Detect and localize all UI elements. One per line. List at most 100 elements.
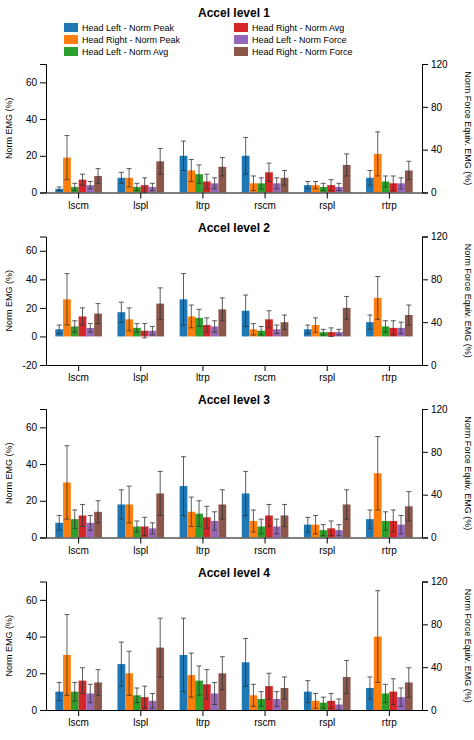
error-bar (119, 490, 124, 519)
error-bar (72, 183, 77, 190)
error-bar (158, 288, 163, 319)
series (79, 308, 398, 338)
error-bar (383, 684, 388, 702)
x-tick: ltrp (196, 538, 210, 556)
error-bar (259, 326, 264, 335)
series (55, 457, 374, 538)
error-bar (321, 697, 326, 708)
error-bar (399, 178, 404, 189)
x-tick: lscm (68, 538, 89, 556)
error-bar (88, 515, 93, 530)
series (71, 666, 390, 710)
y2-tick-mark (422, 193, 428, 194)
y-tick-mark (40, 710, 46, 711)
y-tick-label: 60 (26, 245, 38, 256)
y-tick-mark (40, 600, 46, 601)
error-bar (212, 321, 217, 332)
x-tick-mark (327, 538, 328, 544)
error-bar (344, 490, 349, 519)
panel: Accel level 2lscmlsplltrprscmrsplrtrp-20… (4, 221, 473, 384)
y-tick-mark (40, 156, 46, 157)
x-tick-mark (202, 365, 203, 371)
error-bar (266, 504, 271, 526)
y-tick-mark (40, 308, 46, 309)
y2-tick-mark (422, 624, 428, 625)
series (86, 178, 405, 193)
y2-tick-mark (422, 150, 428, 151)
error-bar (406, 668, 411, 697)
error-bar (336, 183, 341, 190)
error-bar (134, 183, 139, 190)
series (94, 148, 413, 192)
x-tick-label: lspl (133, 717, 148, 728)
error-bar (344, 296, 349, 319)
y2-tick-label: 40 (431, 144, 443, 155)
series (55, 618, 374, 710)
error-bar (96, 169, 101, 184)
y-tick-mark (40, 251, 46, 252)
y-tick-mark (40, 119, 46, 120)
x-tick-mark (389, 538, 390, 544)
series (86, 321, 405, 337)
x-tick-mark (389, 365, 390, 371)
series (63, 132, 382, 193)
error-bar (391, 510, 396, 532)
y2-tick: 0 (422, 705, 437, 716)
y-tick-label: 40 (26, 631, 38, 642)
y2-tick-mark (422, 452, 428, 453)
x-tick-label: rspl (319, 372, 335, 383)
y-tick-label: 60 (26, 77, 38, 88)
y2-tick-label: 80 (431, 102, 443, 113)
plot-area (55, 437, 412, 538)
error-bar (329, 328, 334, 337)
x-tick-mark (140, 365, 141, 371)
y-tick-mark (40, 673, 46, 674)
chart-title: Accel level 4 (198, 566, 270, 580)
error-bar (197, 309, 202, 326)
series (94, 471, 413, 537)
error-bar (383, 176, 388, 187)
error-bar (204, 174, 209, 189)
error-bar (189, 497, 194, 526)
error-bar (243, 137, 248, 174)
error-bar (158, 618, 163, 677)
error-bar (274, 692, 279, 707)
series (79, 668, 398, 710)
x-tick-mark (389, 193, 390, 199)
x-tick-mark (140, 710, 141, 716)
error-bar (274, 519, 279, 534)
series (86, 682, 405, 710)
y-tick-mark (40, 538, 46, 539)
error-bar (181, 618, 186, 691)
legend-item: Head Left - Norm Peak (64, 23, 175, 33)
x-tick-mark (327, 710, 328, 716)
x-tick: ltrp (196, 193, 210, 211)
series (63, 437, 382, 538)
x-tick-label: rscm (254, 372, 276, 383)
error-bar (204, 506, 209, 528)
x-tick-label: rtrp (382, 717, 397, 728)
error-bar (220, 298, 225, 321)
x-tick: rtrp (382, 365, 397, 383)
y-axis-line (40, 237, 47, 366)
legend-swatch (234, 23, 248, 32)
error-bar (274, 178, 279, 189)
y-axis: 0204060 (26, 410, 47, 544)
y2-tick: 40 (422, 317, 443, 328)
error-bar (119, 642, 124, 686)
x-tick-label: lscm (68, 717, 89, 728)
x-tick-label: lspl (133, 545, 148, 556)
x-tick: ltrp (196, 710, 210, 728)
y-tick: 0 (31, 532, 46, 543)
y2-tick: 40 (422, 662, 443, 673)
x-tick-label: rscm (254, 545, 276, 556)
x-tick-mark (389, 710, 390, 716)
y-tick-mark (40, 336, 46, 337)
y-tick-label: 20 (26, 668, 38, 679)
series (71, 309, 390, 336)
error-bar (150, 326, 155, 335)
error-bar (336, 329, 341, 335)
error-bar (305, 325, 310, 334)
plot-area (55, 591, 412, 710)
series (71, 165, 390, 193)
